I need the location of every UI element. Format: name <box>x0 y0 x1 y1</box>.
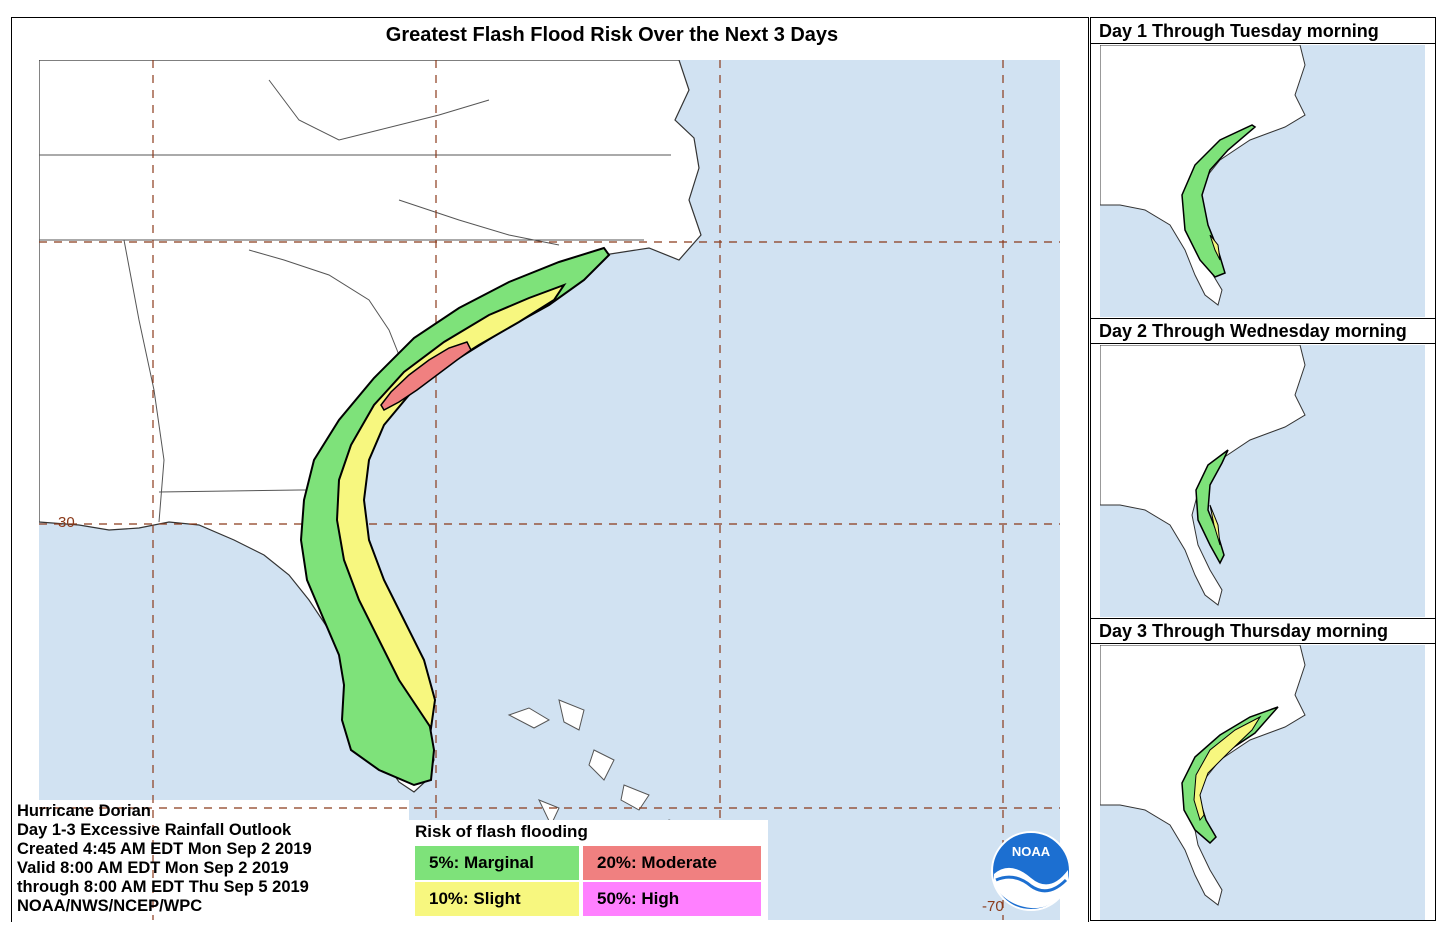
legend-high: 50%: High <box>583 882 761 916</box>
created-time: Created 4:45 AM EDT Mon Sep 2 2019 <box>17 840 312 858</box>
lon-label-70: -70 <box>982 898 1004 915</box>
day1-panel: Day 1 Through Tuesday morning <box>1091 18 1435 318</box>
lat-lon-grid <box>39 60 1060 920</box>
side-panel-frame <box>1090 17 1436 921</box>
day2-map[interactable] <box>1100 345 1425 617</box>
through-time: through 8:00 AM EDT Thu Sep 5 2019 <box>17 878 309 896</box>
main-map[interactable] <box>39 60 1060 920</box>
day3-title: Day 3 Through Thursday morning <box>1099 621 1389 641</box>
legend: Risk of flash flooding 5%: Marginal 20%:… <box>406 820 768 920</box>
noaa-logo: NOAA <box>991 831 1071 911</box>
day1-title: Day 1 Through Tuesday morning <box>1099 21 1379 41</box>
product-name: Day 1-3 Excessive Rainfall Outlook <box>17 821 292 839</box>
land-bottom-left <box>39 800 409 920</box>
risk-area-moderate <box>380 341 472 411</box>
legend-marginal: 5%: Marginal <box>415 846 579 880</box>
legend-moderate: 20%: Moderate <box>583 846 761 880</box>
storm-name: Hurricane Dorian <box>17 802 151 820</box>
day2-panel: Day 2 Through Wednesday morning <box>1091 318 1435 618</box>
day3-map[interactable] <box>1100 645 1425 920</box>
day3-panel: Day 3 Through Thursday morning <box>1091 618 1435 921</box>
legend-slight: 10%: Slight <box>415 882 579 916</box>
noaa-logo-text: NOAA <box>1012 844 1051 859</box>
agency: NOAA/NWS/NCEP/WPC <box>17 897 203 915</box>
day1-map[interactable] <box>1100 45 1425 317</box>
legend-title: Risk of flash flooding <box>415 822 588 841</box>
info-block: Hurricane Dorian Day 1-3 Excessive Rainf… <box>17 802 312 916</box>
map-title: Greatest Flash Flood Risk Over the Next … <box>385 24 839 46</box>
lat-label-30: 30 <box>58 514 75 531</box>
main-map-frame <box>11 17 1089 922</box>
valid-time: Valid 8:00 AM EDT Mon Sep 2 2019 <box>17 859 289 877</box>
day2-title: Day 2 Through Wednesday morning <box>1099 321 1407 341</box>
